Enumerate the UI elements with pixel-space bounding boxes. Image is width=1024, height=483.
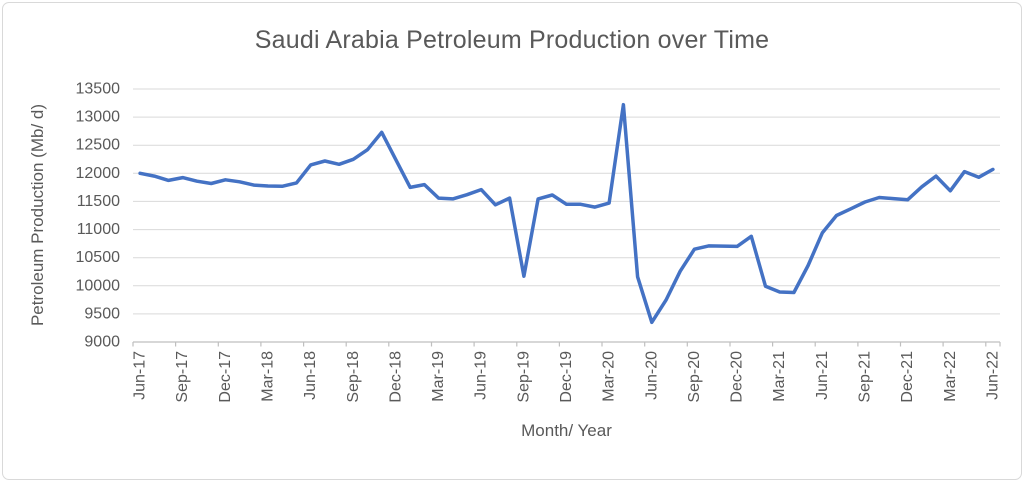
x-axis-tick-label: Sep-17 (174, 351, 191, 403)
y-axis-title: Petroleum Production (Mb/ d) (28, 103, 47, 327)
y-axis-tick-label: 12000 (76, 165, 121, 182)
x-axis-tick-label: Sep-21 (857, 351, 874, 403)
y-axis-tick-label: 13500 (76, 81, 121, 98)
x-axis-tick-label: Dec-17 (217, 351, 234, 403)
x-axis-tick-label: Jun-18 (302, 351, 319, 400)
x-axis-tick-label: Sep-19 (515, 351, 532, 403)
production-series-line (138, 102, 995, 325)
x-axis-tick-label: Jun-19 (473, 351, 490, 400)
x-axis-tick-label: Dec-19 (558, 351, 575, 403)
x-axis-tick-label: Mar-19 (430, 351, 447, 402)
x-axis-tick-label: Jun-21 (814, 351, 831, 400)
x-axis-tick-label: Mar-18 (260, 351, 277, 402)
x-axis-tick-label: Sep-20 (686, 351, 703, 403)
y-axis-tick-label: 10000 (76, 277, 121, 294)
y-axis-tick-label: 10500 (76, 249, 121, 266)
x-axis-tick-label: Jun-20 (643, 351, 660, 400)
y-axis-tick-label: 11500 (77, 193, 120, 210)
y-axis-tick-label: 12500 (76, 137, 121, 154)
x-axis-tick-label: Jun-17 (132, 351, 149, 400)
y-axis-tick-label: 9500 (84, 305, 120, 322)
y-axis-tick-label: 11000 (77, 221, 120, 238)
x-axis-tick-label: Mar-21 (771, 351, 788, 402)
x-axis-tick-label: Mar-22 (942, 351, 959, 402)
x-axis-tick-label: Dec-21 (899, 351, 916, 403)
x-axis-tick-label: Mar-20 (601, 351, 618, 402)
chart-title: Saudi Arabia Petroleum Production over T… (254, 26, 770, 54)
x-axis-tick-label: Sep-18 (345, 351, 362, 403)
y-axis-tick-label: 13000 (76, 109, 121, 126)
x-axis-title: Month/ Year (521, 421, 612, 440)
x-axis-tick-label: Dec-20 (729, 351, 746, 403)
x-axis-tick-label: Jun-22 (984, 351, 1001, 400)
y-axis-tick-label: 9000 (84, 334, 120, 351)
x-axis-tick-label: Dec-18 (387, 351, 404, 403)
